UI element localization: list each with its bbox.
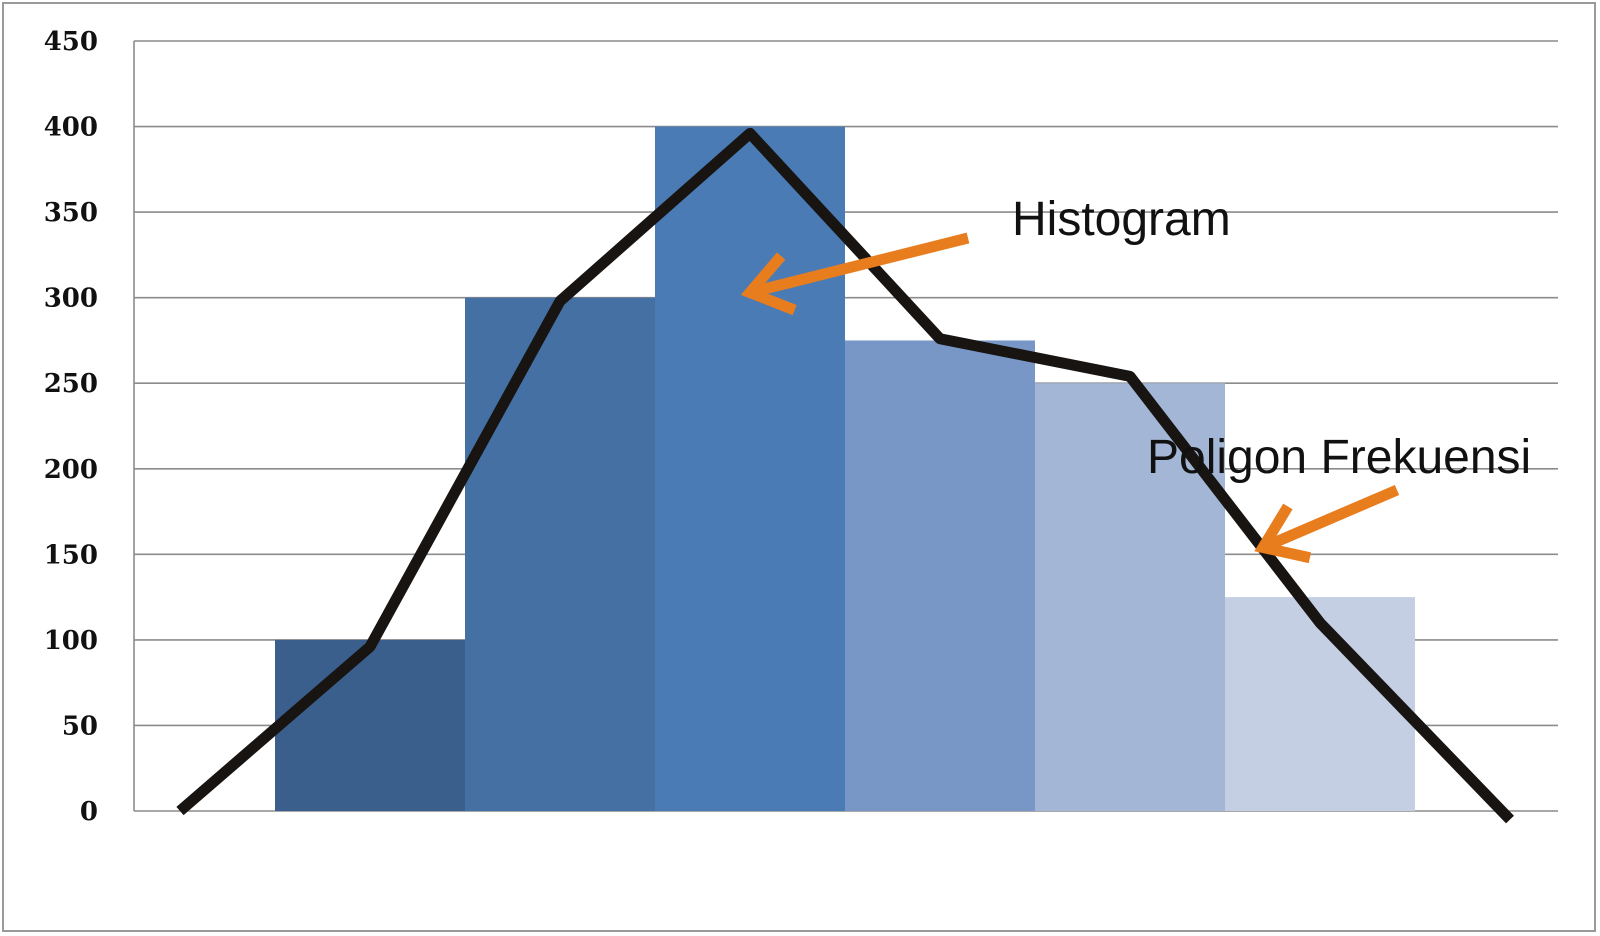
bar xyxy=(275,639,465,811)
bar xyxy=(465,297,655,812)
annotation-arrow xyxy=(740,232,970,316)
bar xyxy=(1225,597,1415,811)
y-tick-label: 250 xyxy=(44,369,98,399)
bars xyxy=(275,126,1415,812)
frequency-polygon xyxy=(176,127,1514,824)
y-tick-label: 200 xyxy=(44,455,98,485)
polygon-line xyxy=(176,127,1514,824)
y-tick-label: 450 xyxy=(44,27,98,57)
y-tick-label: 300 xyxy=(44,284,98,314)
y-tick-label: 350 xyxy=(44,198,98,228)
y-tick-label: 0 xyxy=(80,797,98,827)
y-tick-label: 50 xyxy=(62,711,98,741)
bar xyxy=(655,126,845,812)
annotations: Histogram Poligon Frekuensi xyxy=(740,193,1531,564)
bar xyxy=(845,340,1035,811)
annotation-label: Poligon Frekuensi xyxy=(1147,431,1531,484)
annotation-label: Histogram xyxy=(1012,193,1231,246)
annotation-arrow xyxy=(1254,484,1400,564)
y-tick-label: 400 xyxy=(44,113,98,143)
y-tick-label: 150 xyxy=(44,540,98,570)
y-axis-ticks: 0 50 100 150 200 250 300 350 400 450 xyxy=(44,27,98,827)
y-tick-label: 100 xyxy=(44,626,98,656)
